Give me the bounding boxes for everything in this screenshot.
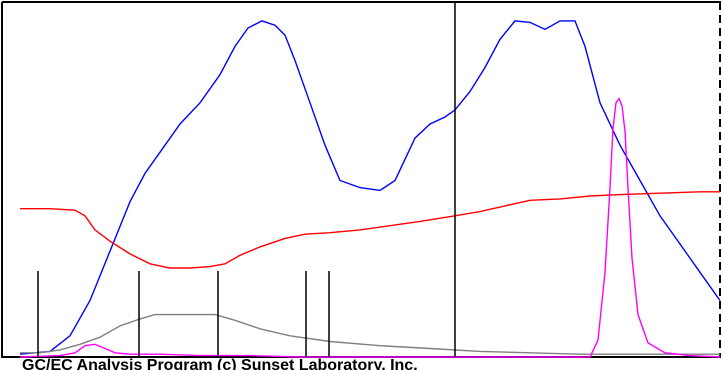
magenta-trace	[19, 97, 721, 358]
traces-group	[19, 20, 721, 358]
copyright-footer: GC/EC Analysis Program (c) Sunset Labora…	[22, 357, 418, 370]
split-markers-group	[37, 271, 330, 357]
blue-trace	[19, 20, 721, 355]
gray-trace	[20, 313, 720, 355]
red-trace	[20, 191, 720, 269]
